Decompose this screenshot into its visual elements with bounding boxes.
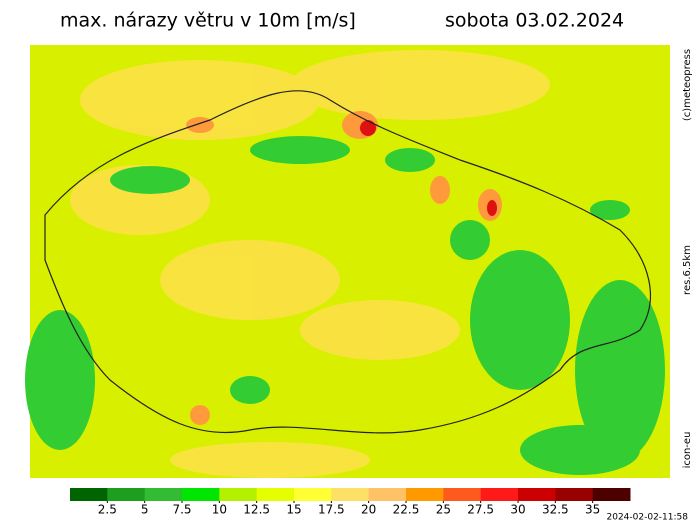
legend-swatch: [70, 488, 108, 501]
legend-label: 10: [212, 503, 227, 517]
border: [44, 90, 651, 434]
map: [25, 45, 670, 478]
legend-label: 2.5: [98, 503, 117, 517]
legend-swatch: [592, 488, 631, 501]
legend-label: 30: [510, 503, 525, 517]
legend-label: 25: [436, 503, 451, 517]
map-date: sobota 03.02.2024: [445, 10, 624, 32]
resolution: res.6.5km: [682, 245, 693, 295]
legend-label: 5: [141, 503, 149, 517]
legend-swatch: [107, 488, 146, 501]
legend-label: 15: [286, 503, 301, 517]
copyright: (c)meteopress: [682, 49, 693, 121]
legend-swatch: [443, 488, 482, 501]
legend-label: 35: [585, 503, 600, 517]
calm-areas: [25, 136, 665, 475]
legend-label: 22.5: [393, 503, 420, 517]
legend-swatch: [518, 488, 556, 501]
legend-swatch: [406, 488, 444, 501]
gust-extremes: [360, 120, 497, 216]
legend-swatch: [331, 488, 370, 501]
legend-swatch: [555, 488, 594, 501]
legend-swatch: [256, 488, 295, 501]
legend-label: 27.5: [467, 503, 494, 517]
legend-swatch: [219, 488, 258, 501]
map-title: max. nárazy větru v 10m [m/s]: [60, 10, 356, 32]
timestamp: 2024-02-02-11:58: [607, 513, 689, 523]
legend-swatch: [480, 488, 519, 501]
legend: 2.5 5 7.5 10 12.5 15 17.5 20 22.5 25 27.5 30 32.5 35: [70, 488, 631, 517]
legend-swatch: [368, 488, 407, 501]
legend-swatch: [144, 488, 183, 501]
model: icon-eu: [682, 432, 693, 469]
legend-swatch: [182, 488, 220, 501]
stronger-areas: [70, 50, 550, 478]
legend-label: 17.5: [318, 503, 345, 517]
legend-label: 32.5: [542, 503, 569, 517]
legend-label: 12.5: [243, 503, 270, 517]
legend-label: 7.5: [172, 503, 191, 517]
legend-label: 20: [361, 503, 376, 517]
legend-swatch: [294, 488, 332, 501]
